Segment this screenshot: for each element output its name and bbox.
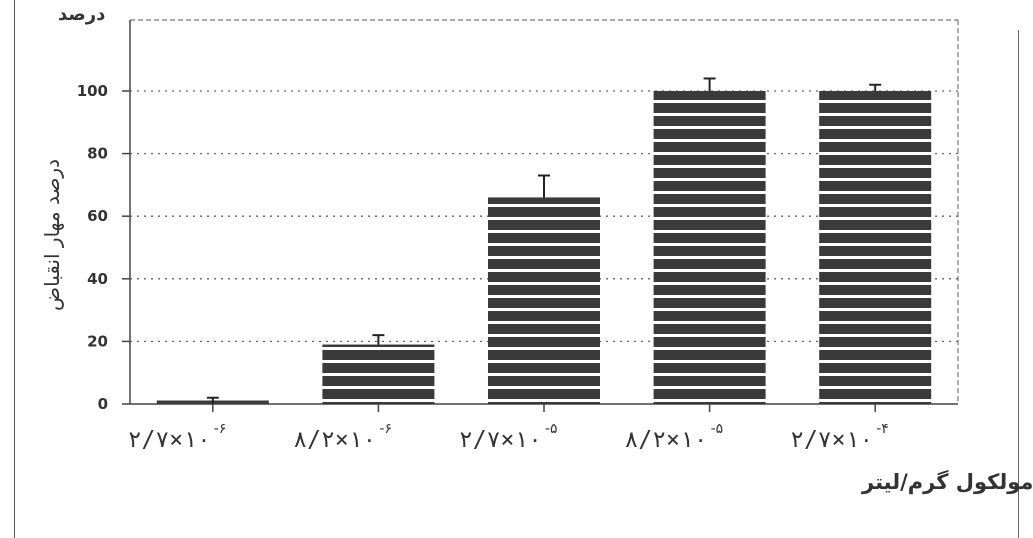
y-tick-label: 80	[87, 145, 108, 163]
x-tick-label: ۲/۷×۱۰	[459, 427, 542, 453]
top-unit-label: درصد	[58, 4, 106, 25]
bars	[156, 77, 932, 404]
y-axis-ticks: 0 20 40 60 80 100	[77, 82, 130, 413]
x-tick-label: ۸/۲×۱۰	[625, 427, 708, 453]
x-tick-label: ۸/۲×۱۰	[293, 427, 376, 453]
x-tick-exponent: -۶	[214, 421, 227, 437]
y-tick-label: 0	[98, 395, 108, 413]
x-tick-label: ۲/۷×۱۰	[128, 427, 211, 453]
x-tick-exponent: -۴	[876, 421, 889, 437]
bar	[653, 91, 766, 404]
x-tick-exponent: -۶	[379, 421, 392, 437]
x-tick-exponent: -۵	[711, 421, 724, 437]
bar	[488, 197, 600, 404]
left-border-line	[14, 0, 15, 538]
bar	[322, 344, 435, 404]
y-tick-label: 60	[87, 207, 108, 225]
x-axis-ticks: ۲/۷×۱۰ -۶ ۸/۲×۱۰ -۶ ۲/۷×۱۰ -۵ ۸/۲×۱۰ -۵ ۲/۷×۱۰ -۴	[128, 404, 889, 453]
x-axis-label: مولکول گرم/لیتر	[862, 470, 1033, 494]
bar	[819, 91, 932, 404]
y-tick-label: 100	[77, 82, 108, 100]
y-tick-label: 20	[87, 332, 108, 350]
y-tick-label: 40	[87, 270, 108, 288]
x-tick-label: ۲/۷×۱۰	[790, 427, 873, 453]
x-tick-exponent: -۵	[545, 421, 558, 437]
right-border-line	[1018, 30, 1019, 538]
